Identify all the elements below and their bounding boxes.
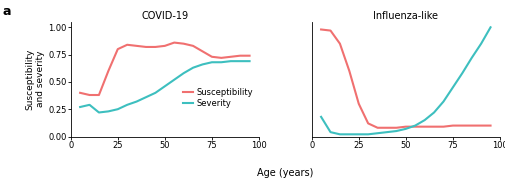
Susceptibility: [86, 94, 92, 96]
Severity: [228, 60, 234, 62]
Line: Severity: Severity: [80, 61, 249, 112]
Severity: [181, 72, 187, 74]
Title: COVID-19: COVID-19: [141, 11, 188, 21]
Susceptibility: [115, 48, 121, 50]
Severity: [115, 108, 121, 110]
Severity: [171, 79, 177, 81]
Y-axis label: Susceptibility
and severity: Susceptibility and severity: [26, 48, 45, 110]
Severity: [218, 61, 224, 63]
Susceptibility: [237, 55, 243, 57]
Susceptibility: [209, 56, 215, 58]
Susceptibility: [228, 56, 234, 58]
Susceptibility: [181, 43, 187, 45]
Susceptibility: [246, 55, 252, 57]
Severity: [124, 104, 130, 106]
Text: a: a: [3, 5, 11, 18]
Severity: [143, 96, 149, 98]
Susceptibility: [106, 70, 112, 72]
Susceptibility: [143, 46, 149, 48]
Susceptibility: [199, 50, 206, 52]
Legend: Susceptibility, Severity: Susceptibility, Severity: [180, 84, 257, 112]
Severity: [162, 85, 168, 87]
Severity: [106, 110, 112, 112]
Severity: [86, 104, 92, 106]
Text: Age (years): Age (years): [257, 168, 314, 178]
Severity: [77, 106, 83, 108]
Severity: [190, 67, 196, 69]
Severity: [199, 63, 206, 66]
Title: Influenza-like: Influenza-like: [373, 11, 438, 21]
Susceptibility: [124, 44, 130, 46]
Severity: [246, 60, 252, 62]
Susceptibility: [133, 45, 139, 47]
Severity: [133, 100, 139, 103]
Severity: [96, 111, 102, 114]
Susceptibility: [96, 94, 102, 96]
Severity: [209, 61, 215, 63]
Susceptibility: [153, 46, 159, 48]
Susceptibility: [77, 92, 83, 94]
Severity: [237, 60, 243, 62]
Susceptibility: [218, 57, 224, 59]
Line: Susceptibility: Susceptibility: [80, 43, 249, 95]
Severity: [153, 92, 159, 94]
Susceptibility: [171, 41, 177, 44]
Susceptibility: [190, 45, 196, 47]
Susceptibility: [162, 45, 168, 47]
